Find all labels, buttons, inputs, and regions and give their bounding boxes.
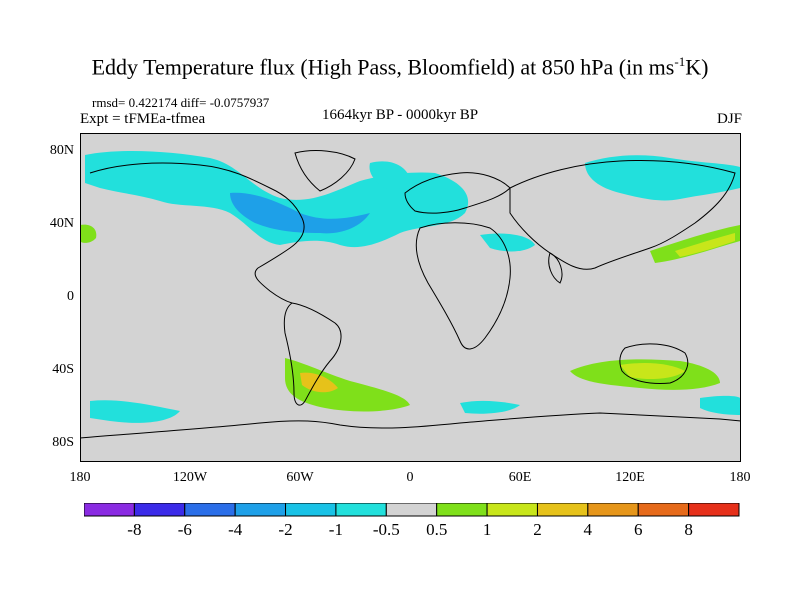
coastline-europe bbox=[404, 172, 511, 214]
colorbar-label: 2 bbox=[533, 520, 542, 539]
colorbar-cell bbox=[335, 503, 387, 517]
colorbar-label: -1 bbox=[328, 520, 343, 539]
lat-label-40s: 40S bbox=[52, 362, 74, 377]
colorbar-label: 0.5 bbox=[426, 520, 448, 539]
lon-label-180-east: 180 bbox=[729, 470, 751, 485]
colorbar-label: -6 bbox=[177, 520, 192, 539]
experiment-label: Expt = tFMEa-tfmea bbox=[80, 111, 206, 127]
colorbar-cell bbox=[385, 503, 438, 517]
title-tail: K) bbox=[685, 54, 709, 80]
coastline-antarctica bbox=[80, 412, 741, 439]
coastline-africa bbox=[415, 222, 511, 350]
coastline-australia bbox=[619, 343, 689, 384]
anomaly-middle-east-negative bbox=[480, 233, 535, 252]
anomaly-fields bbox=[80, 151, 741, 423]
coastlines bbox=[80, 150, 741, 439]
colorbar-cell bbox=[486, 503, 538, 517]
colorbar-label: 4 bbox=[583, 520, 593, 539]
colorbar-cell bbox=[133, 503, 186, 517]
lat-label-40n: 40N bbox=[49, 216, 74, 231]
lon-label-120e: 120E bbox=[615, 470, 645, 485]
period-label: 1664kyr BP - 0000kyr BP bbox=[322, 107, 479, 123]
lat-label-80s: 80S bbox=[52, 435, 74, 450]
coastline-greenland bbox=[294, 150, 356, 192]
title-main: Eddy Temperature flux (High Pass, Bloomf… bbox=[91, 54, 675, 80]
lon-label-180-west: 180 bbox=[69, 470, 91, 485]
rmsd-diff-text: rmsd= 0.422174 diff= -0.0757937 bbox=[92, 95, 270, 110]
colorbar-label: 6 bbox=[633, 520, 643, 539]
lon-label-60w: 60W bbox=[286, 470, 314, 485]
colorbar-cell bbox=[436, 503, 488, 517]
map-frame bbox=[80, 133, 741, 462]
anomaly-nw-pacific-positive bbox=[650, 225, 740, 263]
colorbar-cells bbox=[84, 503, 740, 517]
colorbar-cell bbox=[84, 503, 135, 517]
lat-label-0: 0 bbox=[67, 289, 74, 304]
anomaly-south-america-core bbox=[300, 372, 338, 393]
colorbar-label: -8 bbox=[127, 520, 142, 539]
anomaly-southern-ocean-negative-east bbox=[460, 400, 520, 414]
colorbar-cell bbox=[536, 503, 589, 517]
lon-label-120w: 120W bbox=[172, 470, 208, 485]
coastline-india bbox=[548, 252, 563, 284]
colorbar-cell bbox=[285, 503, 337, 517]
title-superscript: -1 bbox=[674, 54, 686, 69]
anomaly-southern-ocean-negative-far bbox=[700, 395, 741, 415]
lon-label-0: 0 bbox=[406, 470, 414, 485]
colorbar-label: -4 bbox=[228, 520, 243, 539]
coastline-north-america bbox=[89, 162, 305, 304]
anomaly-eurasia-negative bbox=[585, 155, 740, 201]
anomaly-nw-pacific-core bbox=[675, 233, 735, 257]
lat-label-80n: 80N bbox=[49, 143, 74, 158]
anomaly-australia-core bbox=[620, 363, 685, 379]
colorbar-cell bbox=[587, 503, 639, 517]
colorbar-cell bbox=[234, 503, 287, 517]
colorbar bbox=[84, 503, 740, 517]
lon-label-60e: 60E bbox=[508, 470, 532, 485]
colorbar-label: -0.5 bbox=[372, 520, 400, 539]
anomaly-west-pacific-positive bbox=[80, 224, 97, 243]
anomaly-south-america-positive bbox=[285, 358, 410, 412]
colorbar-cell bbox=[688, 503, 740, 517]
colorbar-label: 8 bbox=[684, 520, 693, 539]
world-map bbox=[80, 133, 741, 462]
colorbar-cell bbox=[637, 503, 690, 517]
plot-title: Eddy Temperature flux (High Pass, Bloomf… bbox=[0, 54, 800, 80]
season-label: DJF bbox=[716, 111, 742, 127]
colorbar-cell bbox=[184, 503, 236, 517]
anomaly-north-america-negative bbox=[85, 151, 469, 248]
coastline-south-america bbox=[283, 302, 342, 406]
anomaly-greenland-negative bbox=[369, 161, 410, 190]
anomaly-southern-ocean-negative-west bbox=[90, 400, 180, 423]
colorbar-label: 1 bbox=[482, 520, 492, 539]
colorbar-label: -2 bbox=[278, 520, 293, 539]
